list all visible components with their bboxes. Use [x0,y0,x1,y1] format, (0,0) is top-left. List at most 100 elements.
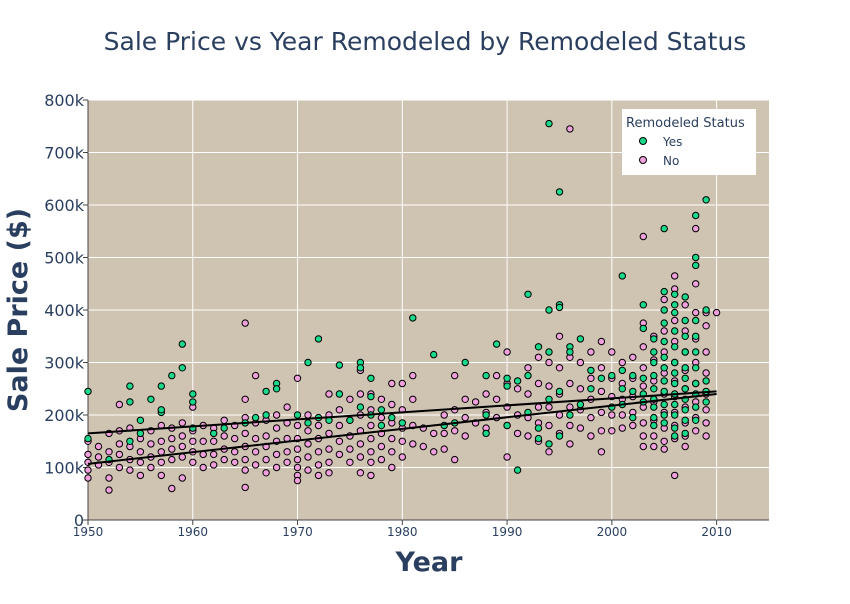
data-point-yes[interactable] [555,432,564,440]
data-point-no[interactable] [325,469,333,477]
data-point-yes[interactable] [503,382,511,390]
data-point-no[interactable] [231,448,239,456]
data-point-yes[interactable] [618,385,626,393]
data-point-no[interactable] [639,432,647,440]
data-point-no[interactable] [199,437,207,445]
data-point-no[interactable] [451,371,459,380]
data-point-no[interactable] [545,421,553,430]
data-point-no[interactable] [608,348,616,356]
data-point-no[interactable] [534,353,543,361]
data-point-yes[interactable] [681,316,689,325]
data-point-no[interactable] [115,450,124,459]
data-point-no[interactable] [367,458,375,466]
data-point-no[interactable] [293,445,302,453]
data-point-yes[interactable] [189,390,197,398]
data-point-yes[interactable] [84,434,92,443]
data-point-no[interactable] [105,486,113,494]
data-point-no[interactable] [241,319,249,327]
data-point-yes[interactable] [650,385,658,393]
data-point-no[interactable] [241,466,249,474]
data-point-no[interactable] [524,364,532,372]
data-point-no[interactable] [555,332,564,340]
data-point-yes[interactable] [660,353,668,361]
data-point-no[interactable] [671,272,679,280]
data-point-no[interactable] [210,461,218,469]
data-point-no[interactable] [293,476,302,485]
data-point-no[interactable] [545,448,553,456]
data-point-yes[interactable] [126,382,134,390]
data-point-no[interactable] [597,364,606,372]
data-point-no[interactable] [660,295,668,304]
data-point-no[interactable] [534,379,543,388]
data-point-no[interactable] [608,411,616,419]
data-point-no[interactable] [220,455,228,464]
data-point-no[interactable] [84,450,92,459]
data-point-yes[interactable] [157,382,166,390]
data-point-yes[interactable] [639,301,647,309]
data-point-no[interactable] [451,455,459,464]
data-point-no[interactable] [409,371,417,380]
data-point-yes[interactable] [660,400,668,409]
data-point-no[interactable] [325,445,333,453]
data-point-no[interactable] [147,463,155,472]
data-point-no[interactable] [262,432,270,440]
data-point-no[interactable] [388,379,396,388]
data-point-no[interactable] [189,458,197,466]
data-point-yes[interactable] [681,293,689,301]
data-point-yes[interactable] [210,429,218,438]
data-point-yes[interactable] [314,335,323,343]
data-point-no[interactable] [618,411,626,419]
data-point-no[interactable] [304,466,312,474]
data-point-no[interactable] [377,455,386,464]
data-point-no[interactable] [524,390,532,398]
data-point-yes[interactable] [681,429,689,438]
data-point-no[interactable] [157,471,166,480]
data-point-yes[interactable] [157,406,166,414]
data-point-no[interactable] [178,432,187,440]
data-point-no[interactable] [524,432,532,440]
data-point-no[interactable] [513,385,522,393]
data-point-no[interactable] [398,453,406,461]
data-point-no[interactable] [597,408,606,417]
data-point-no[interactable] [639,382,647,390]
data-point-yes[interactable] [189,398,197,406]
data-point-no[interactable] [94,453,103,461]
data-point-yes[interactable] [671,411,679,419]
data-point-no[interactable] [566,421,574,430]
data-point-no[interactable] [241,483,249,492]
data-point-yes[interactable] [681,385,689,393]
data-point-no[interactable] [251,461,260,469]
data-point-yes[interactable] [555,303,564,312]
data-point-no[interactable] [231,458,239,466]
data-point-no[interactable] [576,385,585,393]
data-point-no[interactable] [241,395,249,403]
data-point-no[interactable] [136,471,145,480]
data-point-no[interactable] [377,442,386,451]
data-point-no[interactable] [419,442,427,451]
data-point-yes[interactable] [702,377,710,385]
data-point-no[interactable] [409,440,417,448]
data-point-yes[interactable] [650,335,658,343]
data-point-no[interactable] [388,463,396,472]
data-point-no[interactable] [430,429,438,438]
data-point-no[interactable] [388,434,396,443]
data-point-yes[interactable] [681,406,689,414]
data-point-yes[interactable] [367,374,375,382]
data-point-yes[interactable] [692,316,700,325]
data-point-no[interactable] [597,337,606,346]
data-point-yes[interactable] [178,340,187,348]
data-point-yes[interactable] [534,424,543,432]
data-point-no[interactable] [597,427,606,435]
data-point-yes[interactable] [524,290,532,298]
data-point-no[interactable] [629,353,637,361]
data-point-no[interactable] [671,471,679,480]
data-point-no[interactable] [587,432,595,440]
data-point-no[interactable] [576,358,585,367]
data-point-no[interactable] [566,440,574,448]
data-point-yes[interactable] [681,332,689,340]
data-point-no[interactable] [692,308,700,317]
data-point-no[interactable] [136,448,145,456]
data-point-no[interactable] [272,450,281,459]
data-point-yes[interactable] [377,421,386,430]
data-point-yes[interactable] [692,253,700,262]
